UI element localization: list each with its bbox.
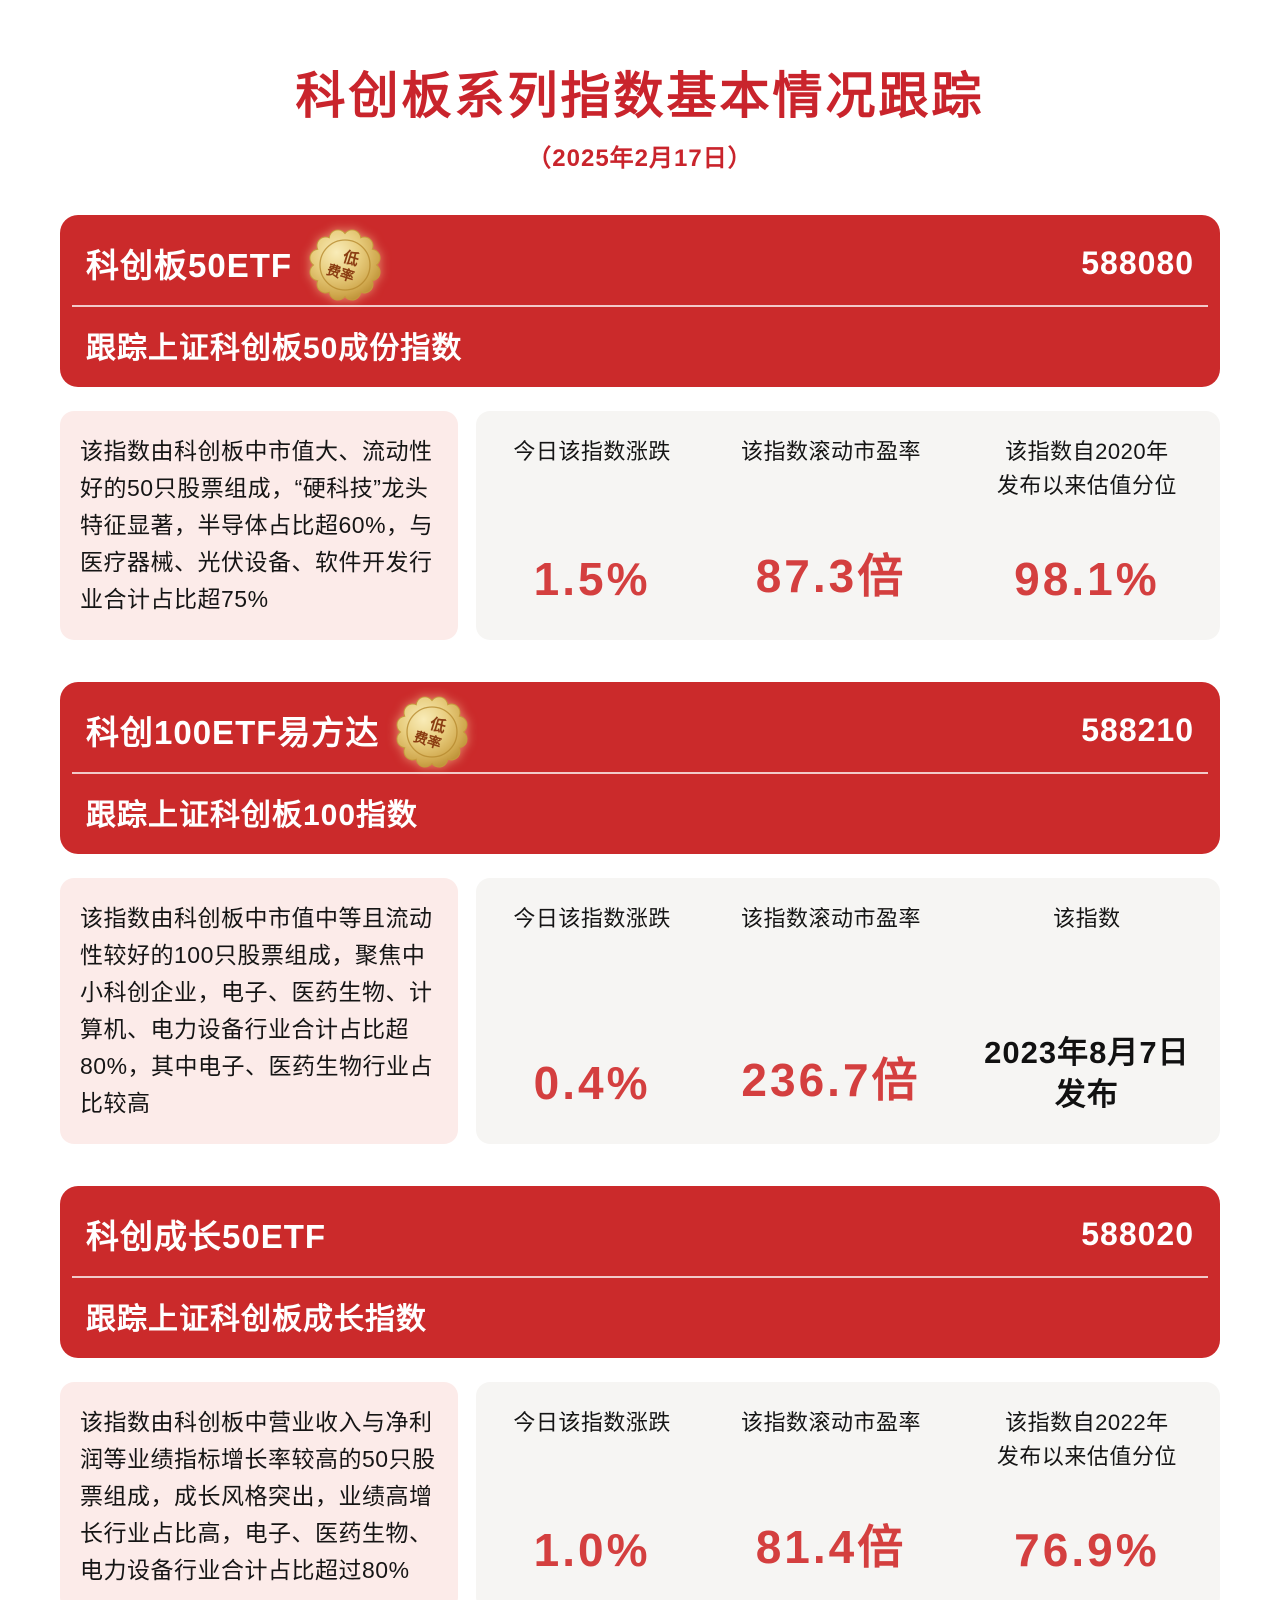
metric-label: 该指数	[1053, 906, 1121, 931]
etf-code: 588210	[1081, 711, 1194, 748]
metrics-panel: 今日该指数涨跌 1.0% 该指数滚动市盈率 81.4倍 该指数自2022年 发布…	[476, 1382, 1220, 1600]
card-body: 该指数由科创板中市值中等且流动性较好的100只股票组成，聚焦中小科创企业，电子、…	[60, 878, 1220, 1144]
card-header-top: 科创板50ETF	[86, 229, 1194, 301]
etf-card-588210: 科创100ETF易方达 低 费率 588210	[60, 682, 1220, 1144]
etf-code: 588080	[1081, 244, 1194, 281]
header-divider	[72, 1276, 1208, 1278]
card-header-top: 科创成长50ETF 588020	[86, 1202, 1194, 1266]
metric-valuation-percentile: 该指数自2020年 发布以来估值分位 98.1%	[962, 435, 1212, 618]
low-fee-seal-icon: 低 费率	[308, 228, 382, 302]
metric-label: 今日该指数涨跌	[513, 1410, 671, 1435]
badge-text-line2: 费率	[412, 728, 443, 751]
header-divider	[72, 772, 1208, 774]
metric-pe-ratio: 该指数滚动市盈率 236.7倍	[700, 902, 962, 1122]
metric-value: 1.5%	[533, 553, 651, 605]
metric-value: 98.1%	[1014, 553, 1160, 605]
metric-pe-ratio: 该指数滚动市盈率 81.4倍	[700, 1406, 962, 1589]
etf-code: 588020	[1081, 1215, 1194, 1252]
metric-pe-ratio: 该指数滚动市盈率 87.3倍	[700, 435, 962, 618]
metric-daily-change: 今日该指数涨跌 1.5%	[484, 435, 700, 618]
metric-label: 该指数滚动市盈率	[740, 1410, 921, 1435]
metric-daily-change: 今日该指数涨跌 0.4%	[484, 902, 700, 1122]
metric-value: 76.9%	[1014, 1524, 1160, 1576]
tracking-index-label: 跟踪上证科创板50成份指数	[86, 332, 463, 365]
index-description: 该指数由科创板中营业收入与净利润等业绩指标增长率较高的50只股票组成，成长风格突…	[60, 1382, 458, 1600]
metric-value: 1.0%	[533, 1524, 651, 1576]
etf-name: 科创成长50ETF	[86, 1218, 327, 1255]
card-header: 科创板50ETF	[60, 215, 1220, 387]
etf-card-588020: 科创成长50ETF 588020 跟踪上证科创板成长指数 该指数由科创板中营业收…	[60, 1186, 1220, 1600]
low-fee-seal-icon: 低 费率	[395, 695, 469, 769]
metric-label: 今日该指数涨跌	[513, 439, 671, 464]
metric-daily-change: 今日该指数涨跌 1.0%	[484, 1406, 700, 1589]
badge-text-line2: 费率	[325, 261, 356, 284]
metric-label: 今日该指数涨跌	[513, 906, 671, 931]
metric-value: 81.4倍	[755, 1521, 907, 1573]
card-body: 该指数由科创板中市值大、流动性好的50只股票组成，“硬科技”龙头特征显著，半导体…	[60, 411, 1220, 640]
etf-card-list: 科创板50ETF	[60, 215, 1220, 1600]
card-header: 科创100ETF易方达 低 费率 588210	[60, 682, 1220, 854]
index-description: 该指数由科创板中市值中等且流动性较好的100只股票组成，聚焦中小科创企业，电子、…	[60, 878, 458, 1144]
badge-text-line1: 低	[340, 246, 362, 269]
etf-card-588080: 科创板50ETF	[60, 215, 1220, 640]
metric-label: 该指数自2020年 发布以来估值分位	[996, 439, 1177, 498]
metric-launch-date: 该指数 2023年8月7日 发布	[962, 902, 1212, 1122]
tracking-index-label: 跟踪上证科创板成长指数	[86, 1303, 427, 1336]
page-title: 科创板系列指数基本情况跟踪	[295, 68, 985, 124]
metric-value: 2023年8月7日 发布	[984, 1035, 1190, 1112]
metric-label: 该指数自2022年 发布以来估值分位	[996, 1410, 1177, 1469]
metric-value: 87.3倍	[755, 550, 907, 602]
metric-value: 236.7倍	[741, 1054, 921, 1106]
page-date: （2025年2月17日）	[527, 145, 753, 172]
card-body: 该指数由科创板中营业收入与净利润等业绩指标增长率较高的50只股票组成，成长风格突…	[60, 1382, 1220, 1600]
card-header-top: 科创100ETF易方达 低 费率 588210	[86, 696, 1194, 768]
tracking-index-label: 跟踪上证科创板100指数	[86, 799, 419, 832]
metric-label: 该指数滚动市盈率	[740, 439, 921, 464]
metrics-panel: 今日该指数涨跌 1.5% 该指数滚动市盈率 87.3倍 该指数自2020年 发布…	[476, 411, 1220, 640]
metric-label: 该指数滚动市盈率	[740, 906, 921, 931]
header-divider	[72, 305, 1208, 307]
card-header: 科创成长50ETF 588020 跟踪上证科创板成长指数	[60, 1186, 1220, 1358]
metrics-panel: 今日该指数涨跌 0.4% 该指数滚动市盈率 236.7倍 该指数 2023年8月…	[476, 878, 1220, 1144]
etf-name: 科创100ETF易方达	[86, 714, 380, 751]
etf-name: 科创板50ETF	[86, 247, 293, 284]
index-description: 该指数由科创板中市值大、流动性好的50只股票组成，“硬科技”龙头特征显著，半导体…	[60, 411, 458, 640]
metric-value: 0.4%	[533, 1057, 651, 1109]
metric-valuation-percentile: 该指数自2022年 发布以来估值分位 76.9%	[962, 1406, 1212, 1589]
badge-text-line1: 低	[427, 713, 449, 736]
